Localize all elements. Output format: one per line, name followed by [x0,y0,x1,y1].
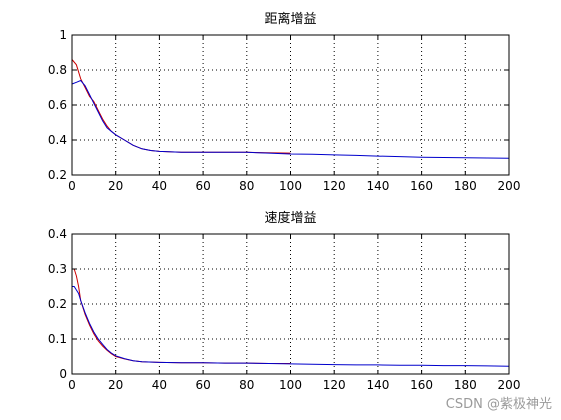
y-tick-label: 0.6 [48,98,67,112]
x-tick-label: 180 [454,179,477,193]
y-tick-label: 1 [59,28,67,42]
series-line-2 [72,286,510,367]
y-tick-label: 0.2 [48,297,67,311]
chart-title: 距离增益 [264,11,316,27]
x-tick-label: 100 [279,378,302,392]
y-tick-label: 0.2 [48,168,67,182]
y-tick-label: 0 [59,367,67,381]
x-tick-label: 20 [108,378,123,392]
y-tick-label: 0.4 [48,227,67,241]
y-tick-label: 0.1 [48,332,67,346]
x-tick-label: 60 [195,179,210,193]
subplots: 0 20 40 60 80 100 120 140 160 180 2000.20.40.60.81… [48,11,521,392]
x-tick-label: 160 [410,378,433,392]
x-tick-label: 80 [239,378,254,392]
x-tick-label: 100 [279,179,302,193]
subplot-1: 0 20 40 60 80 100 120 140 160 180 200 0.2 0.4 0.6 0.8 1… [48,11,521,193]
y-tick-label: 0.4 [48,133,67,147]
watermark: CSDN @紫极神光 [446,397,552,412]
x-tick-label: 0 [68,179,76,193]
x-tick-label: 140 [366,179,389,193]
x-tick-label: 80 [239,179,254,193]
x-tick-label: 180 [454,378,477,392]
x-tick-label: 0 [68,378,76,392]
x-tick-label: 120 [323,378,346,392]
x-tick-label: 160 [410,179,433,193]
x-tick-label: 200 [498,179,521,193]
subplot-2: 0 20 40 60 80 100 120 140 160 180 200 0 0.1 0.2 0.3 0.4… [48,210,521,392]
x-tick-label: 140 [366,378,389,392]
x-tick-label: 40 [152,179,167,193]
y-tick-label: 0.3 [48,262,67,276]
y-tick-label: 0.8 [48,63,67,77]
x-tick-label: 200 [498,378,521,392]
x-tick-label: 120 [323,179,346,193]
chart-title: 速度增益 [264,210,316,226]
x-tick-label: 40 [152,378,167,392]
x-tick-label: 20 [108,179,123,193]
x-tick-label: 60 [195,378,210,392]
series-line-2 [71,79,510,159]
